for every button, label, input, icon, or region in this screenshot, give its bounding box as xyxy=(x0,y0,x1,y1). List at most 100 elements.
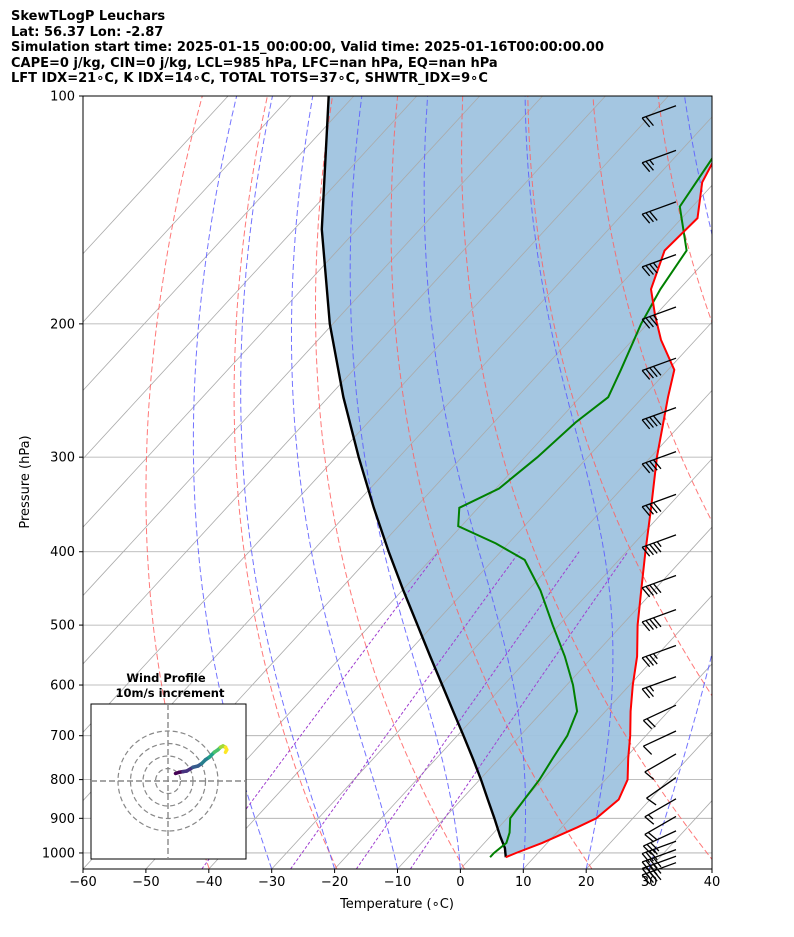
barb-flag xyxy=(641,853,651,863)
moist-adiabat-line xyxy=(524,96,614,869)
x-tick-label: −10 xyxy=(384,875,411,890)
barb-staff xyxy=(641,306,677,320)
barb-flag xyxy=(652,617,662,628)
dry-adiabat-line xyxy=(390,96,593,869)
y-tick-label: 200 xyxy=(50,317,75,332)
barb-half-flag xyxy=(652,314,658,321)
barb-staff xyxy=(641,534,677,548)
hodograph-subtitle: 10m/s increment xyxy=(116,686,225,700)
barb-flag xyxy=(645,860,654,870)
isotherm-line xyxy=(83,96,543,597)
barb-flag xyxy=(649,316,658,326)
isotherm-line xyxy=(83,96,606,665)
wind-barb xyxy=(641,406,677,430)
barb-flag xyxy=(649,850,658,861)
barb-flag xyxy=(642,719,653,730)
wind-barb xyxy=(642,830,677,855)
barb-flag xyxy=(652,857,662,868)
barb-staff xyxy=(641,609,677,623)
wind-barb xyxy=(641,451,677,474)
barb-flag xyxy=(641,162,651,173)
barb-flag xyxy=(652,415,662,426)
barb-half-flag xyxy=(652,653,658,660)
barb-flag xyxy=(645,212,654,223)
barb-flag xyxy=(641,874,651,885)
temperature-line xyxy=(505,161,712,859)
dry-adiabat-line xyxy=(315,96,465,869)
barb-flag xyxy=(649,263,658,274)
barb-flag xyxy=(641,688,651,699)
barb-flag xyxy=(649,618,658,629)
barb-half-flag xyxy=(649,159,655,166)
wind-barb xyxy=(641,609,677,632)
barb-flag xyxy=(649,503,658,514)
barb-half-flag xyxy=(652,262,658,269)
moist-adiabat-line xyxy=(349,96,461,869)
barb-flag xyxy=(649,544,658,554)
isotherm-line xyxy=(83,96,355,392)
barb-flag xyxy=(642,845,653,855)
barb-staff xyxy=(646,777,677,799)
isotherm-line xyxy=(83,96,229,255)
mixing-ratio-line xyxy=(409,551,629,869)
wind-barb xyxy=(646,777,677,806)
wind-barb xyxy=(641,253,677,277)
hodograph-title: Wind Profile xyxy=(126,671,206,685)
barb-staff xyxy=(643,704,677,722)
barb-staff xyxy=(641,357,677,372)
barb-flag xyxy=(641,117,651,128)
x-tick-label: −20 xyxy=(321,875,348,890)
title-line-cape: CAPE=0 j/kg, CIN=0 j/kg, LCL=985 hPa, LF… xyxy=(11,55,498,71)
moist-adiabat-line xyxy=(240,96,336,869)
wind-barb xyxy=(644,753,677,780)
dewpoint-line xyxy=(457,156,712,858)
x-tick-label: −50 xyxy=(132,875,159,890)
barb-staff xyxy=(641,406,677,421)
title-line-time: Simulation start time: 2025-01-15_00:00:… xyxy=(11,40,604,56)
y-axis-label: Pressure (hPa) xyxy=(18,435,33,528)
barb-staff xyxy=(641,149,677,164)
barb-flag xyxy=(645,620,654,630)
wind-barb xyxy=(642,704,677,730)
barb-flag xyxy=(644,816,655,825)
parcel-fill-area xyxy=(321,96,712,858)
barb-flag xyxy=(647,831,658,841)
barb-flag xyxy=(641,370,651,380)
barb-flag xyxy=(641,587,651,598)
barb-flag xyxy=(649,416,658,427)
adiabats-layer xyxy=(83,96,712,869)
barb-staff xyxy=(643,730,677,747)
x-tick-label: 20 xyxy=(578,875,595,890)
barb-staff xyxy=(641,644,677,659)
wind-barb xyxy=(641,149,677,173)
barb-staff xyxy=(644,815,677,836)
y-tick-label: 700 xyxy=(50,729,75,744)
moist-adiabat-line xyxy=(648,96,712,869)
barb-flag xyxy=(641,621,651,632)
mixing-ratio-line xyxy=(201,551,439,869)
barb-flag xyxy=(642,745,653,755)
mixing-ratio-line xyxy=(355,551,580,869)
isotherm-line xyxy=(208,321,712,869)
barb-flag xyxy=(646,797,657,806)
barb-flag xyxy=(649,367,658,378)
barb-flag xyxy=(646,718,656,728)
barb-flag xyxy=(641,868,651,878)
x-tick-label: −40 xyxy=(195,875,222,890)
barb-staff xyxy=(641,201,677,215)
barb-half-flag xyxy=(649,685,655,692)
hodograph-inset: Wind Profile 10m/s increment xyxy=(90,671,247,860)
barb-flag xyxy=(641,318,651,329)
wind-barb xyxy=(641,534,677,557)
wind-barb xyxy=(641,105,677,128)
y-tick-label: 500 xyxy=(50,619,75,634)
x-axis-label: Temperature (∘C) xyxy=(339,897,454,912)
wind-barb xyxy=(641,306,677,329)
barb-flag xyxy=(645,656,654,666)
isotherm-line xyxy=(523,663,712,869)
wind-barb xyxy=(644,815,677,843)
barb-staff xyxy=(643,830,677,847)
barb-flag xyxy=(649,460,658,471)
barb-flag xyxy=(652,365,662,376)
